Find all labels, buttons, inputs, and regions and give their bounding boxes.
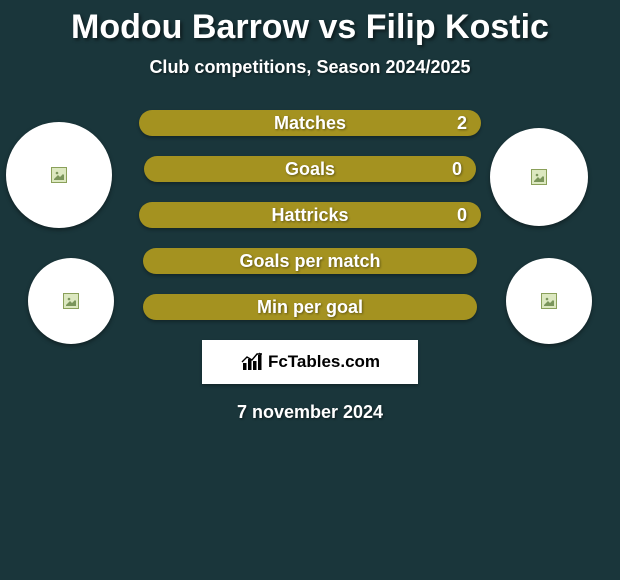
stat-bar: Matches 2	[139, 110, 481, 136]
broken-image-icon	[531, 169, 547, 185]
stat-bar-label: Hattricks	[271, 205, 348, 226]
broken-image-icon	[63, 293, 79, 309]
stat-bar-value: 2	[457, 110, 467, 136]
stat-bar: Goals per match	[143, 248, 477, 274]
avatar	[6, 122, 112, 228]
stat-bar: Goals 0	[144, 156, 476, 182]
chart-icon	[240, 352, 264, 372]
stat-bar: Hattricks 0	[139, 202, 481, 228]
avatar	[506, 258, 592, 344]
stat-bar-label: Goals	[285, 159, 335, 180]
date-text: 7 november 2024	[0, 402, 620, 423]
stat-bar-value: 0	[452, 156, 462, 182]
stat-bar-label: Goals per match	[239, 251, 380, 272]
avatar	[28, 258, 114, 344]
stat-bar-value: 0	[457, 202, 467, 228]
stat-bar: Min per goal	[143, 294, 477, 320]
watermark-badge: FcTables.com	[202, 340, 418, 384]
watermark-text: FcTables.com	[268, 352, 380, 372]
broken-image-icon	[541, 293, 557, 309]
page-title: Modou Barrow vs Filip Kostic	[0, 0, 620, 47]
stat-bar-label: Matches	[274, 113, 346, 134]
subtitle: Club competitions, Season 2024/2025	[0, 57, 620, 78]
avatar	[490, 128, 588, 226]
broken-image-icon	[51, 167, 67, 183]
stat-bar-label: Min per goal	[257, 297, 363, 318]
